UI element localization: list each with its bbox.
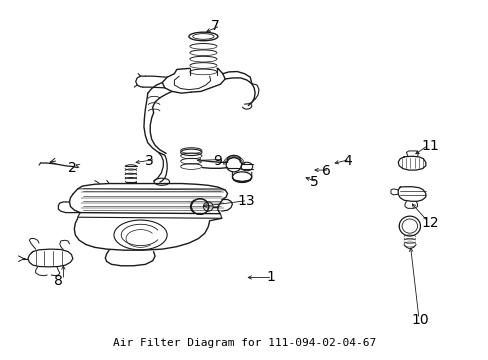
Text: 4: 4 bbox=[343, 153, 352, 167]
Text: 5: 5 bbox=[309, 175, 318, 189]
Text: 2: 2 bbox=[68, 161, 77, 175]
Text: 3: 3 bbox=[145, 153, 154, 167]
Text: 8: 8 bbox=[53, 274, 62, 288]
Text: Air Filter Diagram for 111-094-02-04-67: Air Filter Diagram for 111-094-02-04-67 bbox=[113, 338, 375, 348]
Text: 12: 12 bbox=[420, 216, 438, 230]
Text: 7: 7 bbox=[210, 19, 219, 33]
Text: 6: 6 bbox=[321, 164, 330, 178]
Text: 13: 13 bbox=[237, 194, 254, 208]
Text: 9: 9 bbox=[213, 153, 222, 167]
Text: 1: 1 bbox=[265, 270, 275, 284]
Text: 11: 11 bbox=[420, 139, 438, 153]
Text: 10: 10 bbox=[410, 313, 428, 327]
